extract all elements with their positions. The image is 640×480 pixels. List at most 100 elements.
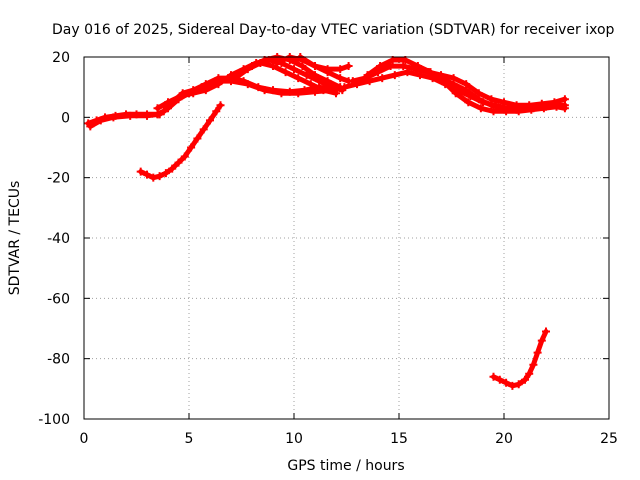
data-point (502, 107, 511, 116)
data-point (187, 143, 196, 152)
data-point (489, 372, 498, 381)
data-point (126, 111, 135, 120)
data-point (290, 65, 298, 74)
data-point (212, 107, 221, 116)
data-point (474, 89, 483, 98)
data-point (294, 89, 303, 98)
x-tick-label: 20 (495, 431, 513, 447)
data-point (248, 62, 256, 71)
data-point (193, 134, 202, 143)
data-point (336, 65, 345, 74)
data-point (180, 152, 189, 161)
data-point (214, 80, 223, 89)
x-tick-label: 5 (185, 431, 194, 447)
data-point (323, 65, 332, 74)
data-point (155, 110, 164, 119)
x-tick-label: 10 (285, 431, 303, 447)
data-point (153, 104, 162, 113)
data-point (277, 89, 286, 98)
data-point (537, 336, 546, 345)
data-points (84, 53, 569, 390)
data-point (136, 167, 145, 176)
data-point (227, 71, 235, 80)
data-point (495, 375, 504, 384)
x-axis-label: GPS time / hours (287, 458, 404, 474)
data-point (487, 95, 496, 104)
data-point (489, 107, 498, 116)
data-point (439, 77, 448, 86)
data-point (521, 375, 529, 384)
data-point (533, 348, 542, 357)
data-point (336, 74, 345, 83)
data-point (332, 89, 340, 98)
data-point (273, 59, 282, 68)
data-point (525, 101, 534, 110)
data-point (340, 83, 349, 92)
data-point (206, 116, 214, 125)
data-point (323, 77, 332, 86)
data-point (161, 169, 170, 178)
data-point (143, 170, 151, 179)
data-point (512, 101, 521, 110)
data-point (344, 62, 353, 71)
data-point (174, 158, 183, 167)
data-point (542, 327, 550, 336)
data-point (281, 68, 290, 77)
data-point (311, 87, 319, 96)
grid-lines (84, 57, 609, 419)
data-point (319, 86, 328, 95)
data-point (560, 104, 569, 113)
data-point (149, 173, 158, 182)
y-tick-label: 20 (52, 50, 70, 66)
data-point (189, 89, 198, 98)
x-tick-label: 0 (80, 431, 89, 447)
data-point (348, 77, 357, 86)
data-point (199, 125, 208, 134)
data-point (411, 65, 420, 74)
y-tick-label: -60 (47, 291, 70, 307)
data-point (176, 92, 185, 101)
y-tick-label: -20 (47, 171, 70, 187)
data-point (560, 95, 569, 104)
data-point (464, 98, 473, 107)
x-tick-label: 15 (390, 431, 408, 447)
data-point (399, 62, 408, 71)
data-point (390, 71, 399, 80)
data-point (306, 80, 315, 89)
data-point (476, 104, 485, 113)
data-point (424, 68, 433, 77)
data-point (449, 74, 458, 83)
data-point (155, 172, 164, 181)
data-point (294, 74, 303, 83)
data-point (508, 381, 517, 390)
data-point (529, 360, 538, 369)
data-point (550, 98, 559, 107)
data-point (537, 99, 546, 108)
data-point (164, 98, 172, 107)
data-point (168, 164, 177, 173)
data-point (96, 116, 105, 125)
data-point (269, 62, 277, 71)
data-point (376, 62, 385, 71)
data-point (201, 86, 210, 95)
data-point (243, 80, 252, 89)
data-point (462, 80, 471, 89)
data-point (525, 369, 534, 378)
data-point (311, 62, 319, 71)
plot-frame (83, 56, 610, 420)
x-tick-label: 25 (600, 431, 618, 447)
data-point (451, 89, 460, 98)
data-point (243, 65, 252, 74)
data-point (86, 122, 95, 131)
data-point (500, 98, 508, 107)
chart-title: Day 016 of 2025, Sidereal Day-to-day VTE… (52, 22, 615, 38)
data-point (109, 113, 118, 122)
data-point (260, 86, 269, 95)
y-tick-label: 0 (61, 110, 70, 126)
data-point (363, 71, 372, 80)
data-point (216, 101, 225, 110)
data-point (231, 74, 240, 83)
data-point (514, 380, 523, 389)
data-point (502, 378, 511, 387)
